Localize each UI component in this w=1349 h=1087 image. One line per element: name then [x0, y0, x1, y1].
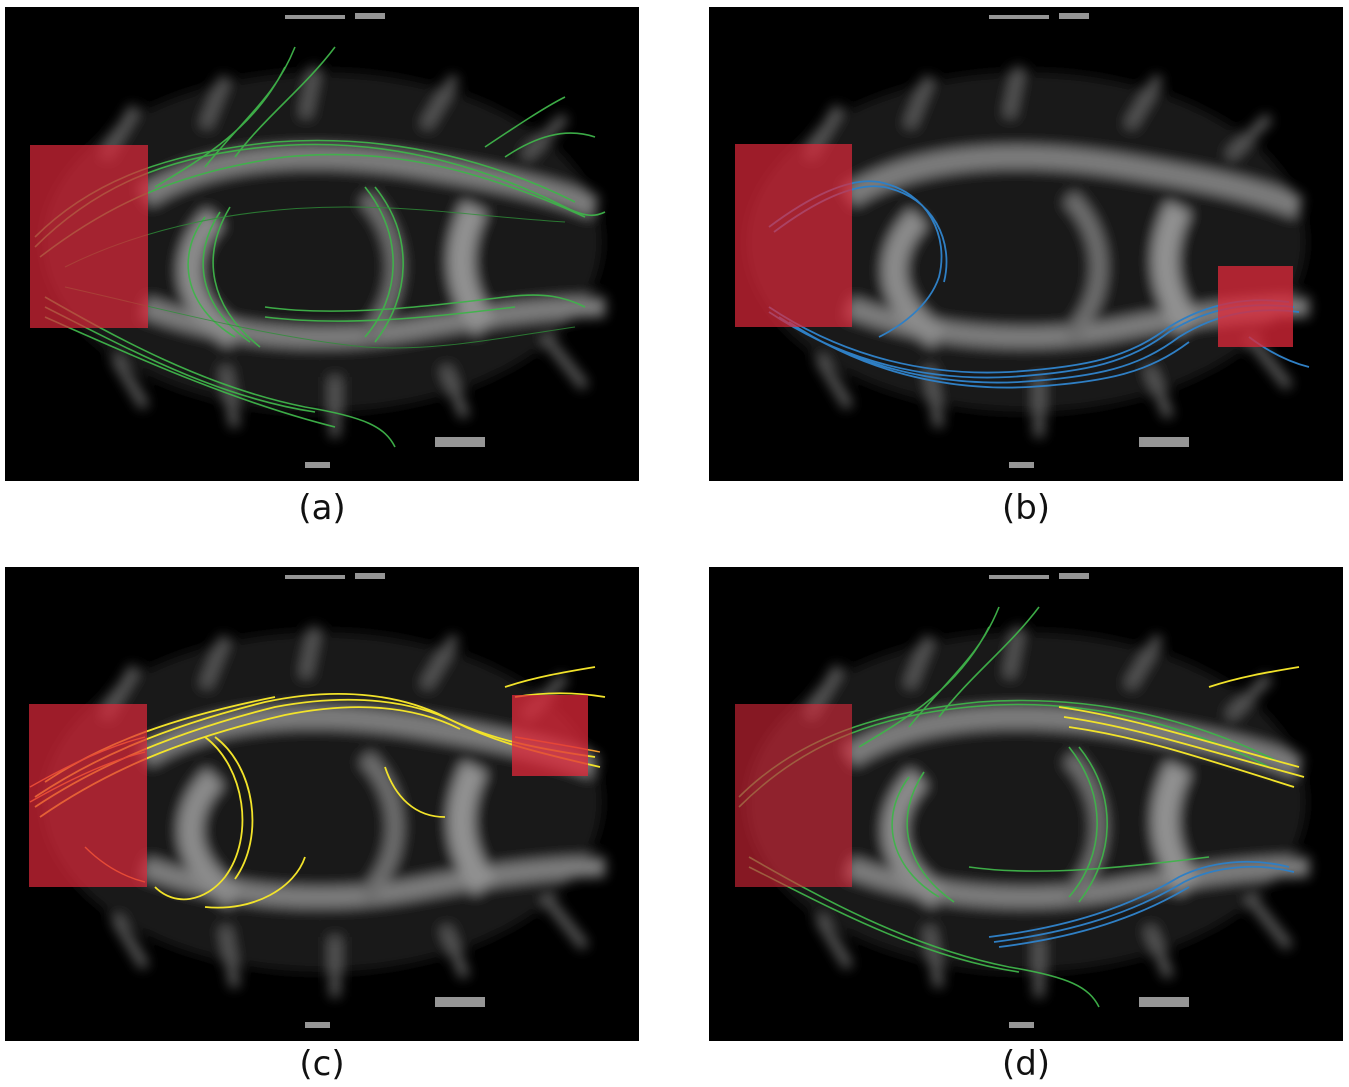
panel-b-caption: (b) [1001, 488, 1051, 528]
panel-d-caption: (d) [1001, 1044, 1051, 1084]
roi-box [30, 145, 148, 328]
roi-box-right [1218, 266, 1293, 347]
panel-d-image [709, 567, 1343, 1041]
panel-c-image [5, 567, 639, 1041]
roi-box [735, 704, 852, 887]
panel-a-image [5, 7, 639, 481]
panel-c-caption: (c) [299, 1044, 345, 1084]
roi-box-left [29, 704, 147, 887]
panel-a-caption: (a) [298, 488, 346, 528]
roi-box-left [735, 144, 852, 327]
roi-box-right [512, 695, 588, 776]
panel-b-image [709, 7, 1343, 481]
